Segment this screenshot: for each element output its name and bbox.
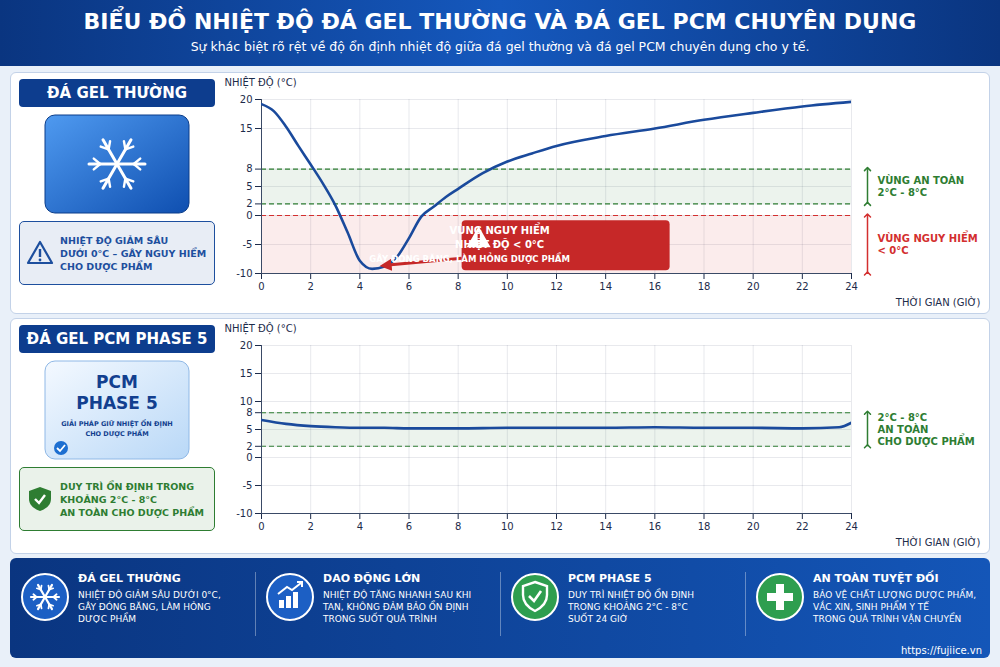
svg-text:VÙNG NGUY HIỂM: VÙNG NGUY HIỂM	[450, 222, 550, 236]
html-text:ĐÁ GEL THƯỜNG: ĐÁ GEL THƯỜNG	[78, 572, 181, 585]
html-text:GÂY ĐÓNG BĂNG, LÀM HỎNG: GÂY ĐÓNG BĂNG, LÀM HỎNG	[78, 602, 211, 612]
html-text:KHOẢNG 2°C - 8°C: KHOẢNG 2°C - 8°C	[60, 493, 157, 505]
svg-text:2°C - 8°CAN TOÀNCHO DƯỢC PHẨM: 2°C - 8°CAN TOÀNCHO DƯỢC PHẨM	[878, 412, 975, 447]
svg-text:15: 15	[240, 123, 253, 134]
html-text:https://fujiice.vn: https://fujiice.vn	[900, 645, 982, 656]
svg-text:20: 20	[240, 94, 253, 105]
svg-text:-5: -5	[243, 480, 253, 491]
svg-text:2: 2	[246, 441, 252, 452]
svg-text:22: 22	[796, 281, 809, 292]
svg-text:14: 14	[599, 281, 612, 292]
svg-text:0: 0	[246, 452, 252, 463]
html-text:Sự khác biệt rõ rệt về độ ổn đ: Sự khác biệt rõ rệt về độ ổn định nhiệt …	[190, 39, 810, 54]
svg-text:NHIỆT ĐỘ < 0°C: NHIỆT ĐỘ < 0°C	[455, 238, 544, 250]
svg-text:-10: -10	[236, 268, 252, 279]
svg-text:12: 12	[550, 281, 563, 292]
svg-text:16: 16	[648, 281, 661, 292]
svg-text:NHIỆT ĐỘ (°C): NHIỆT ĐỘ (°C)	[225, 76, 297, 89]
svg-text:5: 5	[246, 181, 252, 192]
svg-text:THỜI GIAN (GIỜ): THỜI GIAN (GIỜ)	[895, 536, 981, 548]
svg-text:VÙNG AN TOÀN2°C - 8°C: VÙNG AN TOÀN2°C - 8°C	[878, 174, 965, 198]
svg-text:2: 2	[307, 281, 313, 292]
svg-text:24: 24	[845, 521, 858, 532]
html-text:TAN, KHÔNG ĐẢM BẢO ỔN ĐỊNH: TAN, KHÔNG ĐẢM BẢO ỔN ĐỊNH	[323, 602, 469, 612]
svg-text:20: 20	[240, 340, 253, 351]
svg-text:8: 8	[246, 407, 252, 418]
svg-text:6: 6	[406, 281, 412, 292]
svg-text:2: 2	[246, 198, 252, 209]
svg-text:-10: -10	[236, 508, 252, 519]
svg-text:PHASE 5: PHASE 5	[76, 393, 157, 413]
svg-text:2: 2	[307, 521, 313, 532]
html-text:DAO ĐỘNG LỚN: DAO ĐỘNG LỚN	[323, 572, 421, 585]
html-text:SUỐT 24 GIỜ: SUỐT 24 GIỜ	[568, 614, 628, 624]
html-text:DUY TRÌ ỔN ĐỊNH TRONG: DUY TRÌ ỔN ĐỊNH TRONG	[60, 480, 195, 492]
svg-text:4: 4	[357, 521, 363, 532]
html-text:PCM PHASE 5: PCM PHASE 5	[568, 572, 652, 585]
svg-text:12: 12	[550, 521, 563, 532]
html-text:AN TOÀN CHO DƯỢC PHẨM: AN TOÀN CHO DƯỢC PHẨM	[60, 506, 204, 518]
svg-text:20: 20	[747, 281, 760, 292]
svg-text:0: 0	[258, 281, 264, 292]
svg-text:4: 4	[357, 281, 363, 292]
svg-text:GIẢI PHÁP GIỮ NHIỆT ỔN ĐỊNH: GIẢI PHÁP GIỮ NHIỆT ỔN ĐỊNH	[61, 418, 173, 428]
svg-text:8: 8	[455, 281, 461, 292]
svg-text:10: 10	[240, 396, 253, 407]
svg-text:CHO DƯỢC PHẨM: CHO DƯỢC PHẨM	[85, 428, 148, 438]
html-text:VẮC XIN, SINH PHẨM Y TẾ: VẮC XIN, SINH PHẨM Y TẾ	[813, 602, 929, 612]
svg-text:20: 20	[747, 521, 760, 532]
html-text:CHO DƯỢC PHẨM: CHO DƯỢC PHẨM	[60, 260, 153, 272]
svg-text:10: 10	[501, 281, 514, 292]
html-text:ĐÁ GEL THƯỜNG: ĐÁ GEL THƯỜNG	[47, 84, 187, 102]
html-text:DUY TRÌ NHIỆT ĐỘ ỔN ĐỊNH: DUY TRÌ NHIỆT ĐỘ ỔN ĐỊNH	[568, 590, 695, 600]
html-text:NHIỆT ĐỘ GIẢM SÂU DƯỚI 0°C,: NHIỆT ĐỘ GIẢM SÂU DƯỚI 0°C,	[78, 590, 221, 600]
html-text:ĐÁ GEL PCM PHASE 5: ĐÁ GEL PCM PHASE 5	[26, 330, 208, 348]
html-text:BẢO VỆ CHẤT LƯỢNG DƯỢC PHẨM,: BẢO VỆ CHẤT LƯỢNG DƯỢC PHẨM,	[813, 590, 977, 600]
html-text:BIỂU ĐỒ NHIỆT ĐỘ ĐÁ GEL THƯỜNG: BIỂU ĐỒ NHIỆT ĐỘ ĐÁ GEL THƯỜNG VÀ ĐÁ GEL…	[83, 9, 917, 34]
html-text:AN TOÀN TUYỆT ĐỐI: AN TOÀN TUYỆT ĐỐI	[813, 572, 939, 585]
svg-text:15: 15	[240, 368, 253, 379]
html-text:NHIỆT ĐỘ TĂNG NHANH SAU KHI: NHIỆT ĐỘ TĂNG NHANH SAU KHI	[323, 590, 472, 600]
html-text:TRONG QUÁ TRÌNH VẬN CHUYỂN: TRONG QUÁ TRÌNH VẬN CHUYỂN	[813, 614, 962, 624]
svg-text:22: 22	[796, 521, 809, 532]
html-text:DƯỢC PHẨM: DƯỢC PHẨM	[78, 614, 137, 624]
svg-text:GÂY ĐÓNG BĂNG, LÀM HỎNG DƯỢC P: GÂY ĐÓNG BĂNG, LÀM HỎNG DƯỢC PHẨM	[369, 252, 570, 264]
html-text:TRONG SUỐT QUÁ TRÌNH: TRONG SUỐT QUÁ TRÌNH	[323, 614, 437, 624]
svg-text:18: 18	[698, 521, 711, 532]
svg-text:NHIỆT ĐỘ (°C): NHIỆT ĐỘ (°C)	[225, 322, 297, 335]
svg-text:8: 8	[455, 521, 461, 532]
svg-text:14: 14	[599, 521, 612, 532]
svg-text:5: 5	[246, 424, 252, 435]
svg-text:10: 10	[501, 521, 514, 532]
svg-text:18: 18	[698, 281, 711, 292]
html-text:TRONG KHOẢNG 2°C - 8°C: TRONG KHOẢNG 2°C - 8°C	[568, 602, 688, 612]
html-text:DƯỚI 0°C – GÂY NGUY HIỂM: DƯỚI 0°C – GÂY NGUY HIỂM	[60, 247, 207, 259]
svg-text:24: 24	[845, 281, 858, 292]
svg-text:VÙNG NGUY HIỂM< 0°C: VÙNG NGUY HIỂM< 0°C	[878, 230, 978, 256]
svg-text:PCM: PCM	[96, 372, 138, 392]
svg-text:8: 8	[246, 163, 252, 174]
svg-text:0: 0	[246, 210, 252, 221]
svg-text:16: 16	[648, 521, 661, 532]
svg-text:0: 0	[258, 521, 264, 532]
svg-text:6: 6	[406, 521, 412, 532]
html-text:NHIỆT ĐỘ GIẢM SÂU: NHIỆT ĐỘ GIẢM SÂU	[60, 234, 169, 246]
svg-text:-5: -5	[243, 239, 253, 250]
svg-text:THỜI GIAN (GIỜ): THỜI GIAN (GIỜ)	[895, 296, 981, 308]
